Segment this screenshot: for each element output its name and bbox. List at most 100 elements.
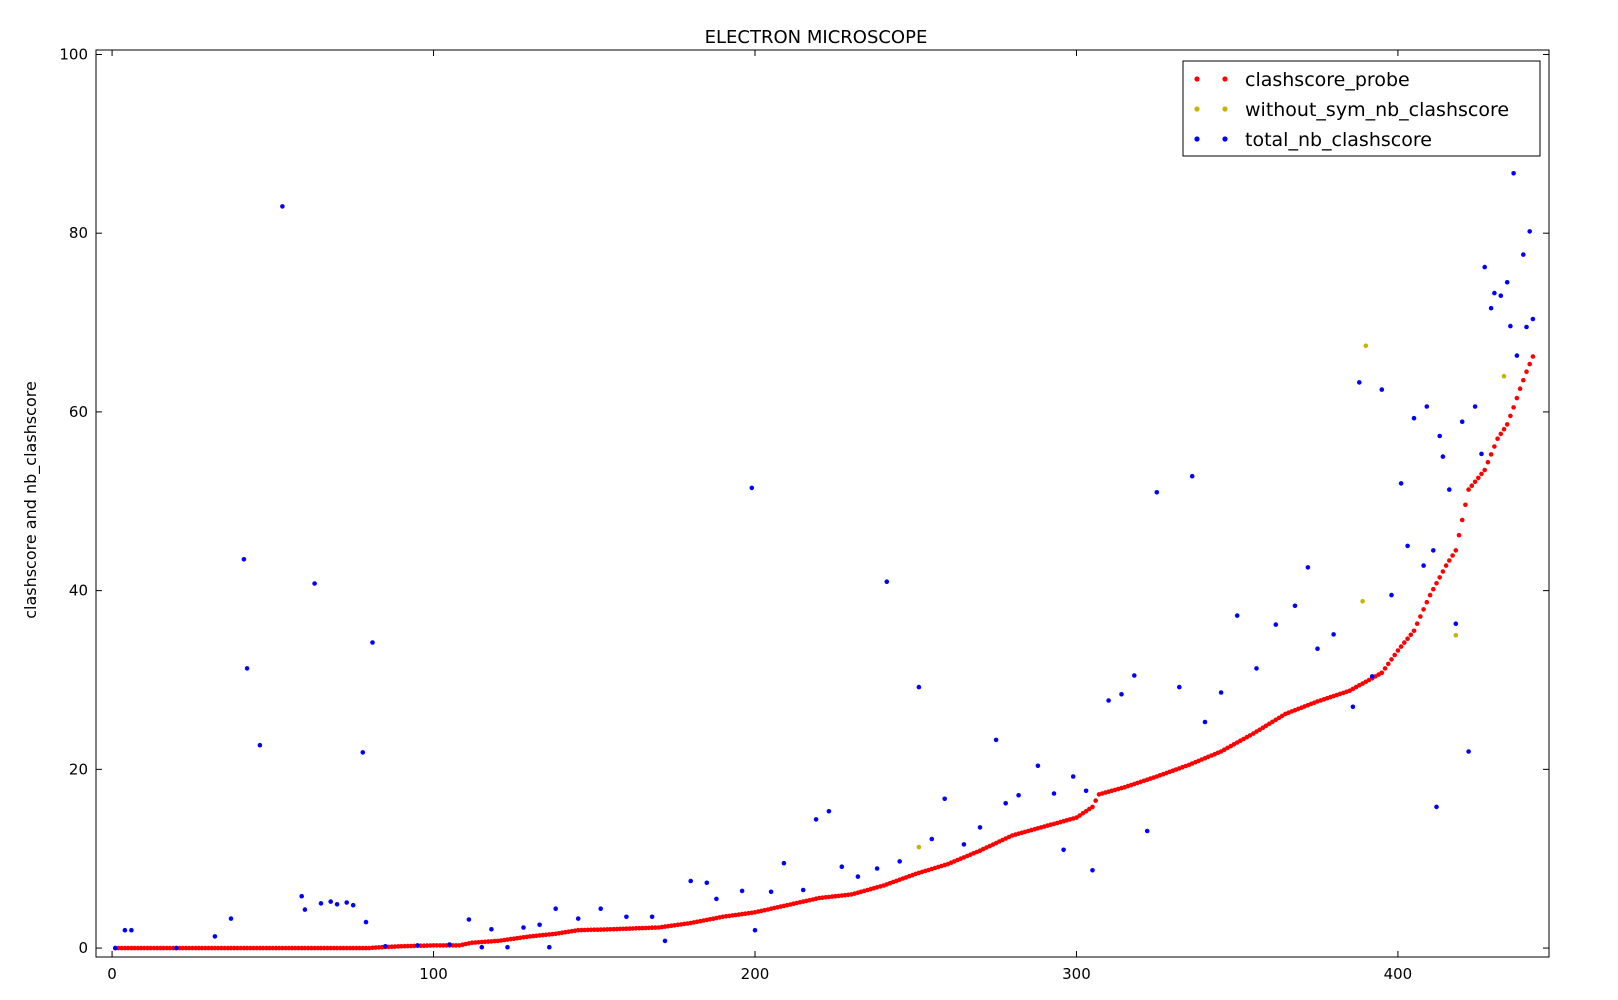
data-point bbox=[1463, 502, 1468, 508]
data-point bbox=[1514, 395, 1520, 401]
data-point bbox=[649, 914, 655, 920]
data-point bbox=[296, 945, 301, 951]
y-tick-label: 80 bbox=[69, 224, 88, 242]
legend-marker bbox=[1194, 106, 1200, 112]
data-point bbox=[1254, 666, 1259, 671]
plot-points bbox=[113, 171, 1536, 951]
data-point bbox=[219, 945, 224, 951]
y-axis: 0 20 40 60 80 100 bbox=[59, 45, 1549, 957]
data-point bbox=[1517, 386, 1523, 392]
legend-item: without_sym_nb_clashscore bbox=[1194, 99, 1509, 121]
data-point bbox=[299, 893, 305, 899]
data-point bbox=[592, 927, 597, 932]
data-point bbox=[354, 945, 359, 951]
data-point bbox=[193, 945, 198, 951]
data-point bbox=[206, 945, 211, 951]
data-point bbox=[1479, 451, 1484, 457]
data-point bbox=[588, 927, 594, 933]
data-point bbox=[1414, 621, 1420, 626]
x-tick-label: 400 bbox=[1384, 965, 1413, 983]
data-point bbox=[244, 945, 250, 951]
data-point bbox=[302, 907, 308, 912]
data-point bbox=[315, 945, 321, 951]
data-point bbox=[739, 888, 745, 894]
data-point bbox=[180, 945, 186, 951]
data-point bbox=[662, 938, 668, 944]
data-point bbox=[1488, 452, 1494, 457]
data-point bbox=[138, 945, 144, 951]
data-point bbox=[1434, 581, 1439, 586]
data-point bbox=[611, 926, 616, 932]
data-point bbox=[505, 944, 510, 950]
legend-item: clashscore_probe bbox=[1194, 69, 1410, 91]
data-point bbox=[1466, 487, 1471, 492]
data-point bbox=[1530, 316, 1536, 322]
data-point bbox=[453, 943, 459, 948]
data-point bbox=[1472, 479, 1478, 485]
data-point bbox=[167, 945, 173, 951]
data-point bbox=[360, 945, 366, 951]
data-point bbox=[212, 945, 218, 951]
data-point bbox=[334, 945, 340, 951]
data-point bbox=[1035, 763, 1041, 769]
data-point bbox=[1472, 404, 1478, 409]
data-point bbox=[1331, 632, 1336, 637]
data-point bbox=[993, 737, 999, 743]
data-point bbox=[1273, 622, 1279, 627]
data-point bbox=[1093, 798, 1098, 803]
data-point bbox=[1453, 633, 1459, 638]
data-point bbox=[752, 927, 758, 933]
data-point bbox=[1434, 804, 1439, 810]
data-point bbox=[1357, 380, 1362, 385]
legend-marker bbox=[1222, 76, 1228, 82]
data-point bbox=[440, 943, 446, 948]
data-point bbox=[1424, 599, 1430, 605]
data-point bbox=[383, 944, 388, 949]
data-point bbox=[1447, 487, 1452, 492]
data-point bbox=[363, 919, 369, 925]
data-point bbox=[305, 945, 311, 951]
data-point bbox=[328, 945, 334, 951]
data-point bbox=[704, 880, 710, 886]
data-point bbox=[1386, 661, 1391, 667]
legend-marker bbox=[1222, 136, 1228, 142]
data-point bbox=[1132, 673, 1137, 678]
legend-box bbox=[1182, 60, 1541, 157]
data-point bbox=[608, 927, 613, 932]
data-point bbox=[283, 945, 289, 951]
data-point bbox=[1398, 644, 1404, 649]
data-point bbox=[582, 927, 587, 933]
data-point bbox=[228, 916, 234, 921]
data-point bbox=[1398, 481, 1404, 486]
data-point bbox=[199, 945, 205, 951]
data-point bbox=[624, 926, 629, 931]
data-point bbox=[113, 945, 118, 951]
legend-marker bbox=[1194, 76, 1200, 82]
data-point bbox=[1061, 847, 1066, 853]
legend: clashscore_probe without_sym_nb_clashscor… bbox=[1182, 60, 1541, 157]
data-point bbox=[1189, 473, 1195, 479]
data-point bbox=[1382, 666, 1388, 671]
data-point bbox=[344, 900, 350, 905]
data-point bbox=[428, 943, 433, 948]
data-point bbox=[203, 945, 208, 951]
data-point bbox=[431, 943, 436, 948]
data-point bbox=[637, 925, 642, 931]
data-point bbox=[800, 887, 806, 893]
data-point bbox=[916, 844, 922, 850]
data-point bbox=[942, 796, 947, 802]
data-point bbox=[1450, 553, 1455, 558]
data-point bbox=[1514, 353, 1520, 358]
data-point bbox=[1077, 813, 1082, 818]
data-point bbox=[1440, 454, 1446, 459]
data-point bbox=[1202, 719, 1208, 725]
data-point bbox=[1411, 628, 1417, 634]
data-point bbox=[421, 943, 427, 948]
data-point bbox=[318, 901, 324, 906]
data-point bbox=[813, 817, 819, 822]
data-point bbox=[1389, 657, 1394, 662]
data-point bbox=[260, 945, 266, 951]
data-point bbox=[1511, 405, 1516, 410]
data-point bbox=[1431, 586, 1436, 592]
data-point bbox=[1453, 548, 1459, 553]
